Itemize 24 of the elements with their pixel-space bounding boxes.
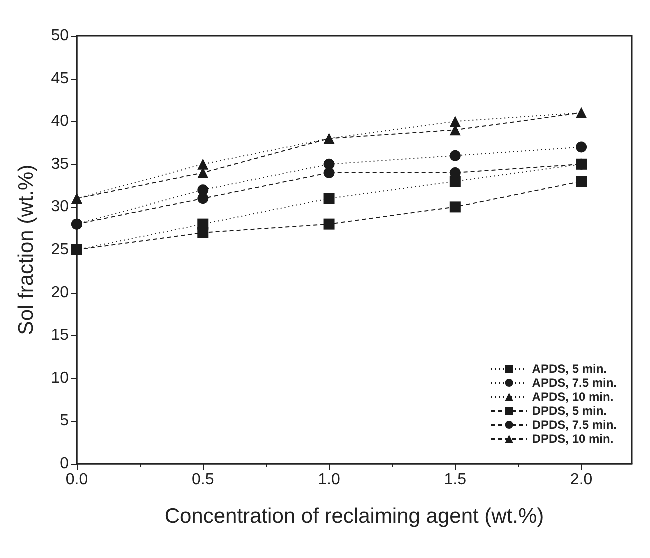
legend-label: DPDS, 10 min. bbox=[532, 432, 614, 446]
x-axis-title: Concentration of reclaiming agent (wt.%) bbox=[164, 505, 544, 528]
y-tick-label: 15 bbox=[51, 327, 70, 344]
legend-label: APDS, 7.5 min. bbox=[532, 376, 618, 390]
y-tick-label: 40 bbox=[51, 113, 70, 130]
y-axis-title: Sol fraction (wt.%) bbox=[15, 164, 38, 336]
x-tick-label: 1.0 bbox=[318, 472, 340, 488]
y-tick-label: 0 bbox=[60, 456, 70, 472]
x-tick-label: 0.5 bbox=[192, 472, 214, 488]
x-tick-label: 2.0 bbox=[570, 472, 593, 488]
y-tick-label: 25 bbox=[51, 242, 70, 258]
y-tick-label: 35 bbox=[51, 156, 70, 173]
x-tick-label: 0.0 bbox=[66, 472, 88, 488]
y-tick-label: 50 bbox=[51, 28, 70, 44]
legend-label: DPDS, 5 min. bbox=[532, 404, 607, 418]
legend-label: APDS, 10 min. bbox=[532, 390, 614, 404]
y-tick-label: 30 bbox=[51, 198, 70, 216]
legend-label: APDS, 5 min. bbox=[532, 362, 607, 376]
x-tick-label: 1.5 bbox=[444, 472, 467, 488]
y-tick-label: 45 bbox=[51, 70, 70, 88]
y-tick-label: 10 bbox=[51, 370, 70, 387]
legend-label: DPDS, 7.5 min. bbox=[532, 418, 618, 432]
y-tick-label: 5 bbox=[60, 412, 70, 430]
y-tick-label: 20 bbox=[51, 284, 70, 302]
